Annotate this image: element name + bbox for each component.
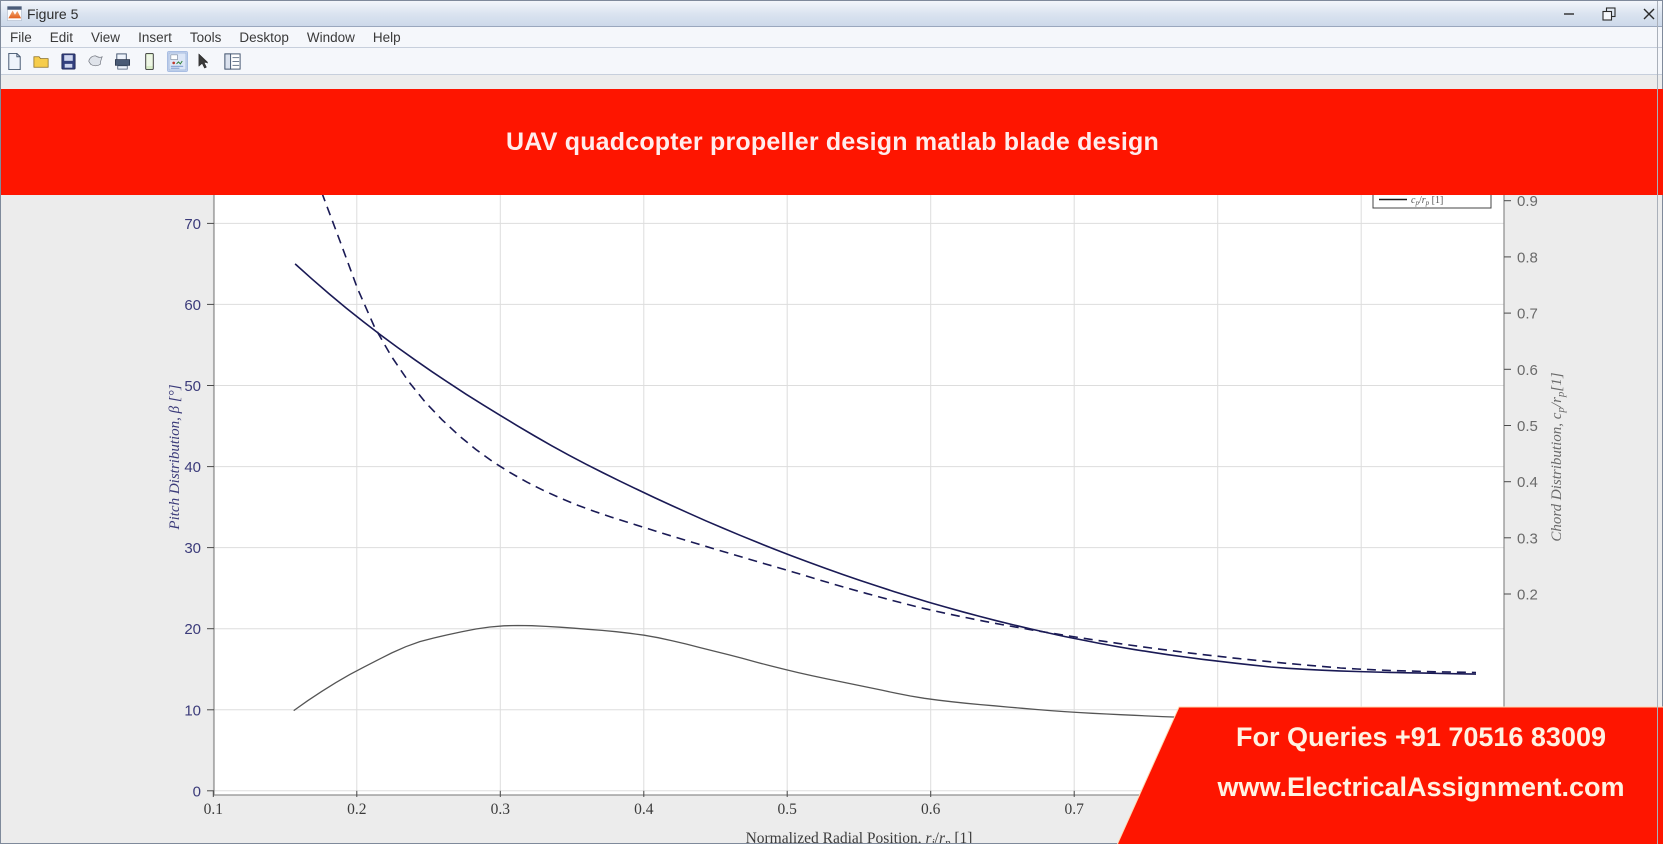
svg-text:Chord Distribution, cp/rp[1]: Chord Distribution, cp/rp[1] [1549, 372, 1567, 541]
svg-text:0.3: 0.3 [1517, 530, 1538, 547]
svg-text:0.4: 0.4 [634, 801, 654, 818]
svg-text:30: 30 [184, 540, 201, 557]
svg-text:0.2: 0.2 [1517, 587, 1538, 604]
svg-text:Normalized Radial Position, ri: Normalized Radial Position, ri/rp [1] [746, 830, 973, 843]
svg-text:50: 50 [184, 378, 201, 395]
svg-text:Pitch Distribution, β [°]: Pitch Distribution, β [°] [167, 384, 183, 530]
svg-text:0.8: 0.8 [1517, 249, 1538, 266]
svg-text:0.2: 0.2 [347, 801, 366, 818]
svg-text:40: 40 [184, 459, 201, 476]
svg-text:0.5: 0.5 [1517, 418, 1538, 435]
svg-text:0.9: 0.9 [1517, 193, 1538, 210]
svg-text:0.7: 0.7 [1517, 306, 1538, 323]
svg-text:20: 20 [184, 621, 201, 638]
svg-text:60: 60 [184, 297, 201, 314]
svg-text:0.6: 0.6 [921, 801, 941, 818]
svg-text:0.4: 0.4 [1517, 474, 1538, 491]
svg-text:0.1: 0.1 [204, 801, 223, 818]
svg-text:70: 70 [184, 216, 201, 233]
svg-text:10: 10 [184, 702, 201, 719]
svg-text:0.7: 0.7 [1065, 801, 1085, 818]
svg-text:0: 0 [193, 783, 201, 800]
svg-text:0.5: 0.5 [778, 801, 798, 818]
svg-text:0.3: 0.3 [491, 801, 511, 818]
svg-text:0.6: 0.6 [1517, 362, 1538, 379]
